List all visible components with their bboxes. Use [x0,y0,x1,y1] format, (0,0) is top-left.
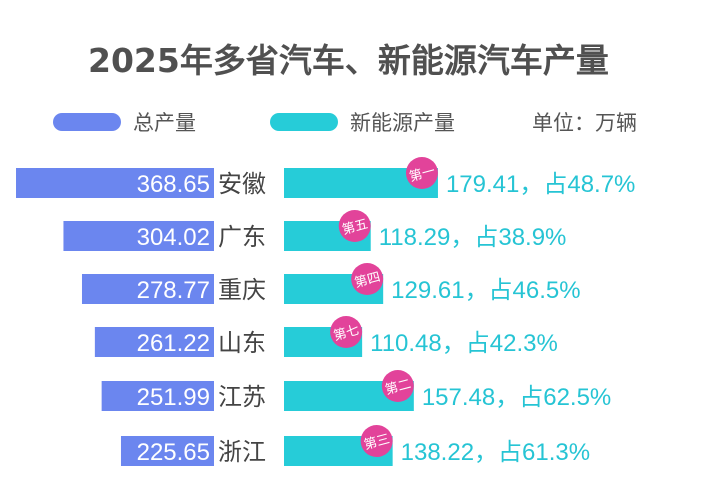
rank-badge-label: 第二 [384,377,413,398]
rank-badge [338,210,371,242]
bar-total [94,327,214,357]
value-label-total: 368.65 [137,171,210,198]
legend-swatch-nev [270,113,338,131]
category-label: 广东 [218,223,266,251]
chart-title: 2025年多省汽车、新能源汽车产量 [88,41,609,80]
value-label-nev: 179.41，占48.7% [446,171,635,198]
rank-badge-label: 第五 [341,217,370,238]
value-label-nev: 129.61，占46.5% [391,277,580,304]
bar-total [120,436,214,466]
rank-badge-label: 第三 [363,432,392,453]
rank-badge [330,316,363,348]
legend-item-total: 总产量 [53,107,196,137]
category-label: 重庆 [218,276,266,304]
value-label-total: 225.65 [137,439,210,466]
rank-badge-label: 第四 [353,270,382,291]
bar-total [101,381,214,411]
rank-badge [360,425,393,457]
legend-label-nev: 新能源产量 [350,111,455,135]
value-label-total: 278.77 [137,277,210,304]
value-label-nev: 110.48，占42.3% [370,330,558,357]
legend-item-nev: 新能源产量 [270,107,455,137]
rank-badge [381,370,414,402]
value-label-nev: 157.48，占62.5% [422,384,611,411]
value-label-total: 251.99 [137,384,210,411]
rank-badge [405,157,438,189]
category-label: 安徽 [218,170,266,198]
legend-label-total: 总产量 [133,111,196,135]
bar-total [16,168,215,198]
bar-total [81,274,214,304]
rank-badge [351,263,384,295]
category-label: 浙江 [218,438,266,466]
rank-badge-label: 第一 [408,164,437,185]
unit-label: 单位：万辆 [532,111,637,135]
value-label-total: 304.02 [137,224,210,251]
rank-badge-label: 第七 [332,323,361,344]
category-label: 江苏 [218,383,266,411]
value-label-nev: 138.22，占61.3% [401,439,590,466]
legend-swatch-total [53,113,121,131]
bar-total [63,221,214,251]
category-label: 山东 [218,329,266,357]
value-label-nev: 118.29，占38.9% [379,224,567,251]
value-label-total: 261.22 [137,330,210,357]
